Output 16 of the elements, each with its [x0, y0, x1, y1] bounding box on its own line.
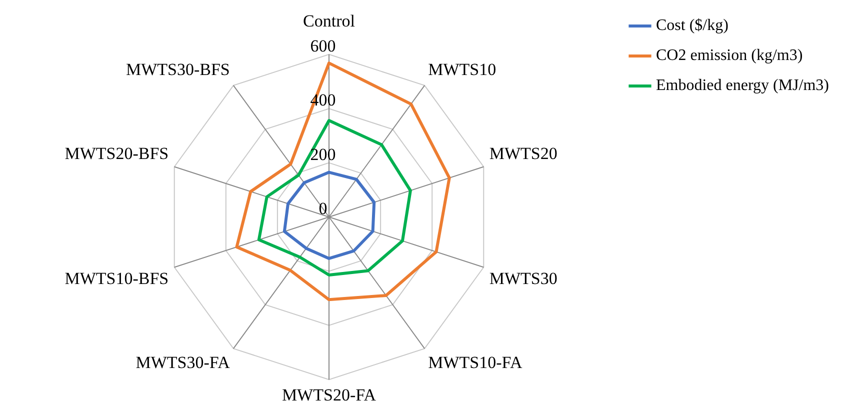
spoke-label: MWTS20	[489, 144, 558, 164]
spoke-label: MWTS20-FA	[282, 385, 377, 404]
spoke-label: MWTS10	[428, 60, 496, 79]
spoke-label: Control	[303, 12, 356, 31]
spoke-label: MWTS30-FA	[136, 353, 231, 372]
legend-label: Embodied energy (MJ/m3)	[656, 77, 830, 94]
spoke-label: MWTS20-BFS	[64, 144, 169, 164]
legend-label: CO2 emission (kg/m3)	[656, 47, 803, 64]
spoke-label: MWTS30-BFS	[126, 60, 230, 79]
y-tick-label: 0	[318, 198, 328, 218]
spoke-label: MWTS10-BFS	[64, 268, 169, 288]
legend-label: Cost ($/kg)	[656, 17, 728, 34]
y-tick-label: 600	[310, 36, 336, 56]
spoke-label: MWTS30	[489, 268, 558, 288]
y-tick-label: 200	[310, 144, 336, 164]
spoke-label: MWTS10-FA	[428, 353, 523, 372]
